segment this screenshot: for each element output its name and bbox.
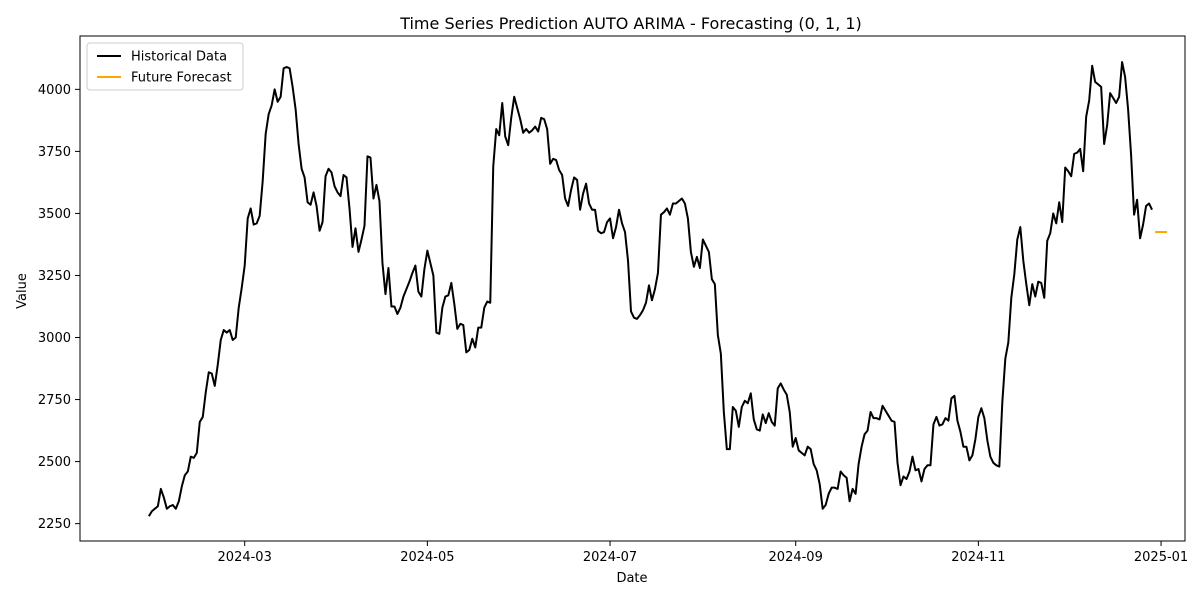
y-tick-label: 3750	[38, 145, 71, 160]
plot-area	[80, 36, 1185, 541]
y-tick-label: 3000	[38, 331, 71, 346]
y-tick-label: 3500	[38, 207, 71, 222]
legend-label-forecast: Future Forecast	[131, 71, 232, 86]
x-tick-label: 2024-03	[218, 550, 272, 565]
plot-frame	[79, 35, 1186, 542]
y-axis-label: Value	[15, 273, 30, 309]
x-tick-label: 2024-09	[769, 550, 823, 565]
y-tick-label: 2500	[38, 455, 71, 470]
x-axis: 2024-03 2024-05 2024-07 2024-09 2024-11 2025-…	[218, 541, 1188, 565]
y-tick-label: 3250	[38, 269, 71, 284]
y-axis: 2250 2500 2750 3000 3250 3500 3750 4000	[38, 83, 80, 532]
legend-label-historical: Historical Data	[131, 50, 227, 65]
y-tick-label: 4000	[38, 83, 71, 98]
axes-layer	[79, 35, 1186, 542]
x-tick-label: 2024-11	[951, 550, 1005, 565]
x-axis-label: Date	[616, 571, 647, 586]
legend: Historical Data Future Forecast	[86, 42, 244, 91]
x-tick-label: 2024-05	[400, 550, 454, 565]
y-tick-label: 2250	[38, 517, 71, 532]
chart-title: Time Series Prediction AUTO ARIMA - Fore…	[399, 14, 862, 33]
y-tick-label: 2750	[38, 393, 71, 408]
x-tick-label: 2024-07	[583, 550, 637, 565]
legend-box	[86, 42, 244, 91]
series-layer	[148, 61, 1168, 517]
x-tick-label: 2025-01	[1134, 550, 1188, 565]
series-line-0	[148, 61, 1153, 517]
